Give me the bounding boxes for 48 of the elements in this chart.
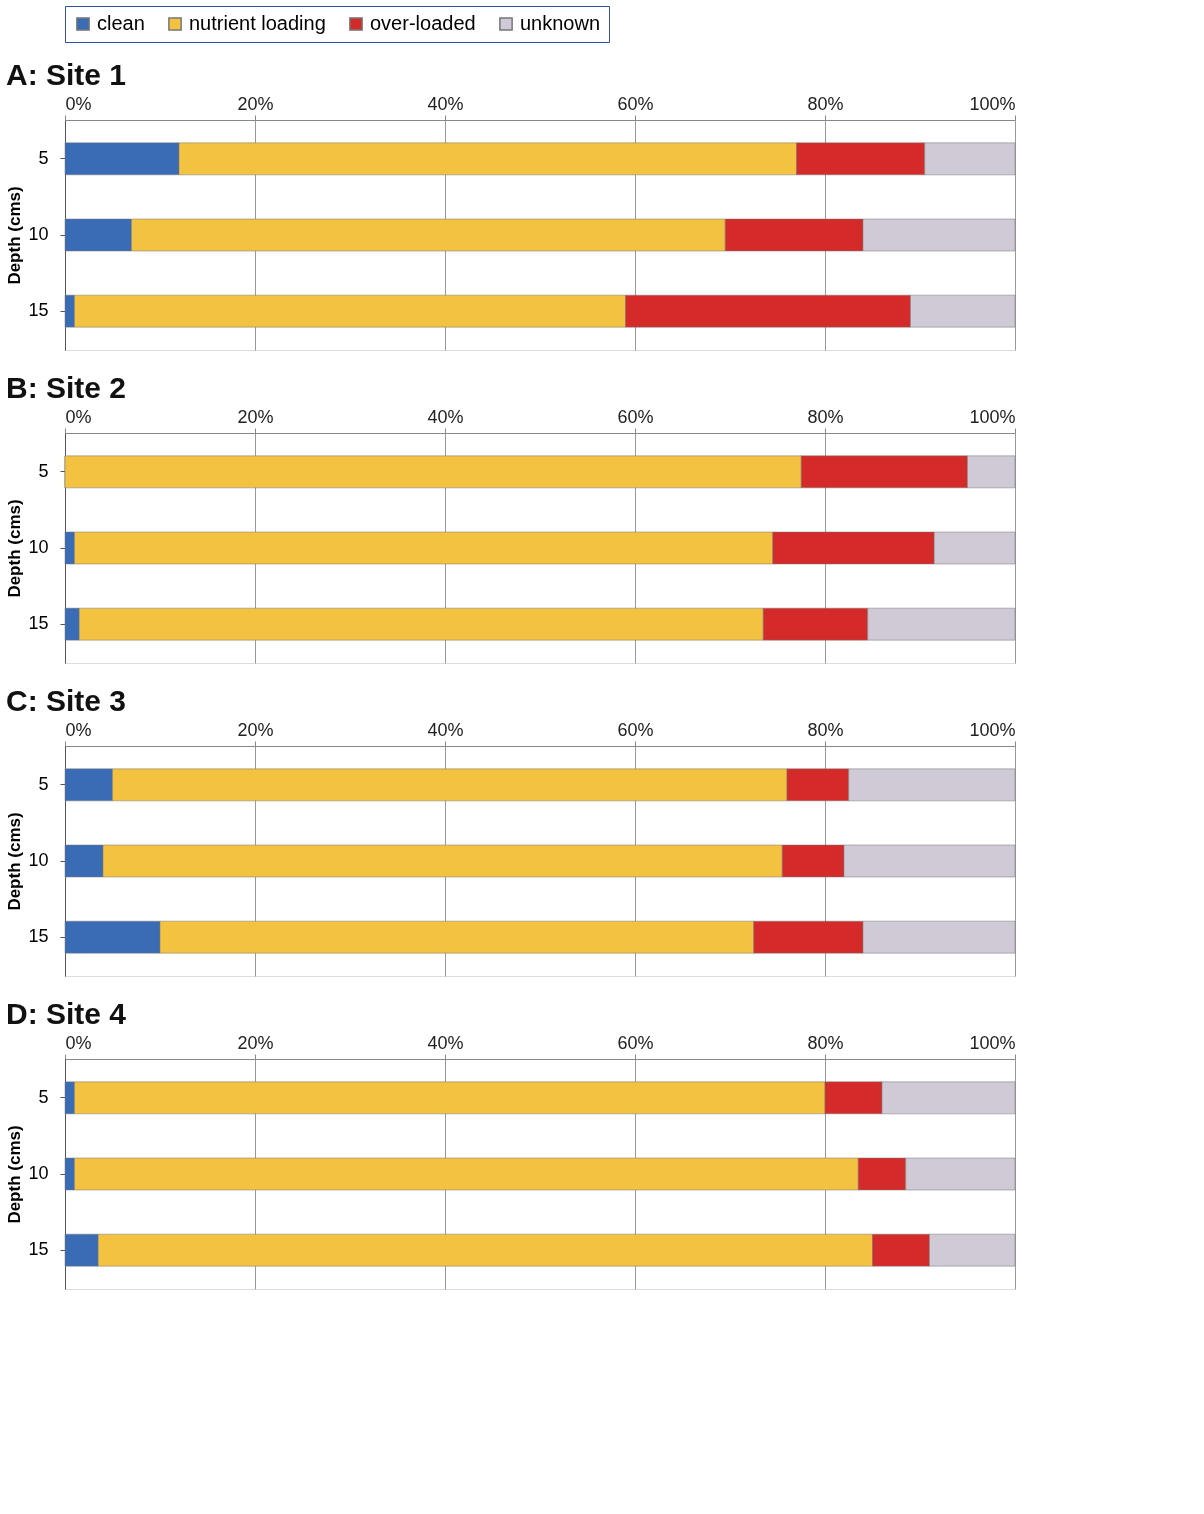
legend-label: nutrient loading [189,12,326,34]
x-tick-label: 40% [427,719,464,740]
y-tick-label: 10 [28,850,49,870]
y-tick-label: 15 [28,1239,49,1260]
x-tick-label: 100% [969,719,1016,740]
x-tick-label: 40% [427,93,464,114]
y-tick-label: 15 [28,613,49,634]
chart-title: A: Site 1 [5,58,127,91]
y-tick-label: 5 [38,773,49,794]
y-tick-label: 10 [28,537,49,557]
chart-title: C: Site 3 [5,684,127,717]
legend-label: over-loaded [370,12,476,34]
y-tick-label: 5 [38,147,49,168]
x-tick-label: 20% [237,93,274,114]
y-tick-label: 5 [38,1086,49,1107]
x-tick-label: 40% [427,1032,464,1053]
x-tick-label: 80% [807,93,844,114]
y-axis-title: Depth (cms) [5,499,25,598]
x-tick-label: 40% [427,406,464,427]
y-axis-title: Depth (cms) [5,812,25,911]
y-tick-label: 5 [38,460,49,481]
y-tick-label: 15 [28,300,49,321]
x-tick-label: 20% [237,406,274,427]
x-tick-label: 0% [65,1032,92,1053]
y-axis-title: Depth (cms) [5,1125,25,1224]
y-axis-title: Depth (cms) [5,186,25,285]
x-tick-label: 20% [237,1032,274,1053]
x-tick-label: 0% [65,93,92,114]
x-tick-label: 0% [65,406,92,427]
x-tick-label: 0% [65,719,92,740]
y-tick-label: 10 [28,1163,49,1183]
x-tick-label: 60% [617,93,654,114]
x-tick-label: 100% [969,93,1016,114]
y-tick-label: 10 [28,224,49,244]
chart-title: B: Site 2 [5,371,127,404]
y-tick-label: 15 [28,926,49,947]
legend-label: unknown [520,12,601,34]
x-tick-label: 100% [969,1032,1016,1053]
x-tick-label: 80% [807,406,844,427]
x-tick-label: 80% [807,719,844,740]
x-tick-label: 60% [617,1032,654,1053]
legend-label: clean [97,12,145,34]
x-tick-label: 20% [237,719,274,740]
x-tick-label: 60% [617,406,654,427]
x-tick-label: 60% [617,719,654,740]
chart-title: D: Site 4 [5,997,127,1030]
x-tick-label: 100% [969,406,1016,427]
x-tick-label: 80% [807,1032,844,1053]
